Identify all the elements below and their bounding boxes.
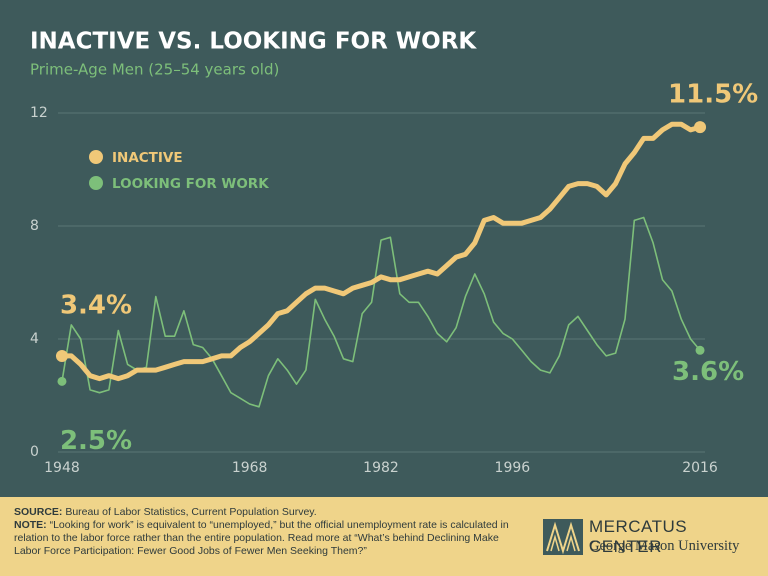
x-tick-label: 1982 (363, 460, 399, 476)
chart: INACTIVE VS. LOOKING FOR WORK Prime-Age … (30, 29, 758, 477)
note-label: NOTE: (14, 519, 47, 531)
legend-label: INACTIVE (112, 150, 183, 166)
start-label: 3.4% (60, 290, 132, 320)
legend-marker (89, 150, 103, 164)
line (59, 121, 703, 382)
y-tick-label: 12 (30, 105, 48, 121)
y-tick-label: 4 (30, 331, 39, 347)
source-text: Bureau of Labor Statistics, Current Popu… (65, 506, 317, 518)
chart-title: INACTIVE VS. LOOKING FOR WORK (30, 29, 477, 55)
end-point (695, 345, 705, 355)
line (61, 216, 701, 408)
y-tick-label: 0 (30, 444, 39, 460)
end-label: 11.5% (668, 80, 758, 110)
x-tick-label: 1948 (44, 460, 80, 476)
y-tick-label: 8 (30, 218, 39, 234)
legend-marker (89, 176, 103, 190)
legend-label: LOOKING FOR WORK (112, 176, 269, 192)
x-tick-label: 1996 (495, 460, 531, 476)
x-tick-label: 2016 (682, 460, 718, 476)
x-tick-label: 1968 (232, 460, 268, 476)
note-text: “Looking for work” is equivalent to “une… (14, 519, 509, 557)
source: SOURCE: Bureau of Labor Statistics, Curr… (14, 506, 524, 519)
footer-text: SOURCE: Bureau of Labor Statistics, Curr… (14, 506, 524, 558)
logo: MERCATUS CENTER George Mason University (543, 517, 763, 557)
start-label: 2.5% (60, 426, 132, 456)
source-label: SOURCE: (14, 506, 63, 518)
chart-subtitle: Prime-Age Men (25–54 years old) (30, 61, 279, 79)
end-point (57, 376, 67, 386)
end-label: 3.6% (672, 357, 744, 387)
logo-title: MERCATUS CENTER (589, 517, 688, 556)
logo-icon (543, 519, 583, 555)
end-point (55, 349, 68, 362)
end-point (694, 121, 707, 134)
logo-subtitle: George Mason University (589, 538, 740, 554)
note: NOTE: “Looking for work” is equivalent t… (14, 519, 524, 558)
footer: SOURCE: Bureau of Labor Statistics, Curr… (0, 497, 768, 576)
